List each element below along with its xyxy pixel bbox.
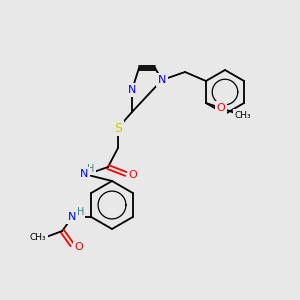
- Text: S: S: [114, 122, 122, 134]
- Text: O: O: [129, 170, 137, 180]
- Text: N: N: [128, 85, 136, 95]
- Text: N: N: [158, 75, 166, 85]
- Text: N: N: [80, 169, 88, 179]
- Text: O: O: [217, 103, 225, 113]
- Text: O: O: [75, 242, 84, 252]
- Text: CH₃: CH₃: [235, 110, 251, 119]
- Text: H: H: [87, 164, 95, 174]
- Text: CH₃: CH₃: [30, 232, 46, 242]
- Text: H: H: [76, 207, 84, 217]
- Text: N: N: [68, 212, 76, 222]
